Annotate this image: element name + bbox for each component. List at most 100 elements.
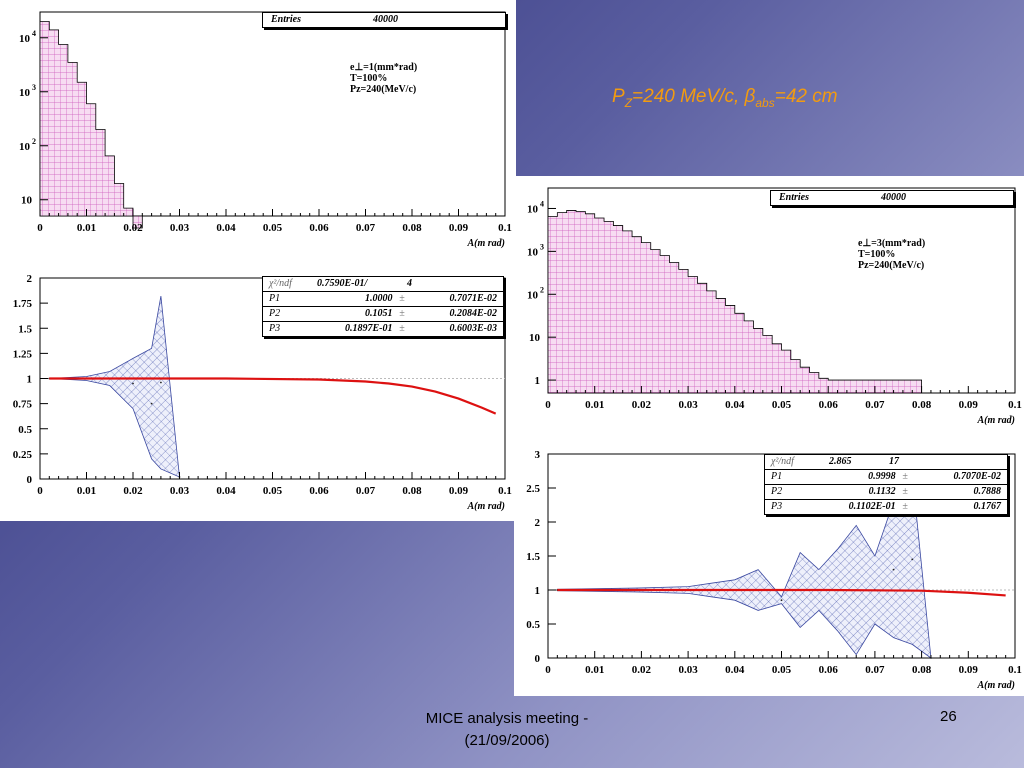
- param-value: 0.1051: [365, 308, 393, 319]
- param-error: 0.2084E-02: [449, 308, 498, 319]
- x-axis-label: A(m rad): [977, 680, 1016, 691]
- y-tick-label: 1.5: [18, 323, 32, 335]
- param-value: 0.1132: [868, 486, 896, 497]
- y-tick-label: 0: [535, 653, 541, 665]
- stat-row: P3 0.1897E-01 ±0.6003E-03: [263, 322, 503, 336]
- y-tick-label: 0.25: [13, 449, 33, 461]
- x-tick-label: 0.1: [1008, 664, 1022, 676]
- chi2-label: χ²/ndf: [269, 278, 292, 289]
- param-value: 1.0000: [365, 293, 393, 304]
- x-tick-label: 0.05: [772, 399, 792, 411]
- ndf-value: 17: [889, 456, 899, 467]
- y-tick-label: 10 4: [527, 199, 544, 215]
- stat-row: P2 0.1051 ±0.2084E-02: [263, 307, 503, 322]
- y-tick-label: 1: [27, 374, 33, 386]
- data-point: [780, 599, 783, 602]
- x-tick-label: 0: [37, 485, 43, 497]
- histogram-bars: [39, 21, 505, 229]
- y-tick-label: 2: [27, 273, 33, 285]
- param-name: P1: [771, 471, 783, 482]
- param-value: 0.1102E-01: [848, 501, 896, 512]
- x-tick-label: 0.05: [772, 664, 792, 676]
- x-tick-label: 0.1: [498, 222, 512, 234]
- x-tick-label: 0.02: [123, 222, 143, 234]
- chi2-row: χ²/ndf 2.865 17: [765, 455, 1007, 470]
- x-tick-label: 0.04: [725, 399, 745, 411]
- fit-curve: [49, 377, 497, 415]
- y-tick-label: 10 3: [19, 83, 36, 99]
- x-tick-label: 0.03: [170, 222, 190, 234]
- x-tick-label: 0.09: [449, 222, 469, 234]
- x-tick-label: 0: [545, 399, 551, 411]
- x-tick-label: 0.03: [170, 485, 190, 497]
- stat-row: P2 0.1132 ±0.7888: [765, 485, 1007, 500]
- param-name: P2: [771, 486, 783, 497]
- x-tick-label: 0: [545, 664, 551, 676]
- chi2-label: χ²/ndf: [771, 456, 794, 467]
- title-beta-subscript: abs: [755, 95, 775, 110]
- param-error: 0.7071E-02: [449, 293, 498, 304]
- stat-row: P1 0.9998 ±0.7070E-02: [765, 470, 1007, 485]
- x-tick-label: 0.08: [912, 399, 932, 411]
- x-axis-label: A(m rad): [467, 238, 506, 249]
- stat-row: P3 0.1102E-01 ±0.1767: [765, 500, 1007, 514]
- x-tick-label: 0.02: [123, 485, 143, 497]
- param-momentum: Pᴢ=240(MeV/c): [858, 260, 925, 271]
- title-main: =240 MeV/c,: [632, 86, 745, 107]
- histogram-bars: [547, 210, 1015, 394]
- y-tick-label: 10 2: [527, 285, 544, 301]
- params-box: e⊥=1(mm*rad) T=100% Pᴢ=240(MeV/c): [350, 62, 417, 95]
- y-tick-label: 3: [535, 449, 541, 461]
- entries-label: Entries: [271, 14, 302, 25]
- footer-meeting: MICE analysis meeting - (21/09/2006): [372, 708, 642, 752]
- ndf-value: 4: [407, 278, 412, 289]
- x-tick-label: 0.09: [959, 399, 979, 411]
- stat-row: P1 1.0000 ±0.7071E-02: [263, 292, 503, 307]
- entries-box: Entries 40000: [770, 190, 1014, 206]
- y-tick-label: 2: [535, 517, 541, 529]
- x-tick-label: 0.08: [402, 485, 422, 497]
- param-error: 0.7070E-02: [953, 471, 1002, 482]
- x-tick-label: 0.01: [77, 485, 96, 497]
- x-tick-label: 0.01: [585, 399, 604, 411]
- x-tick-label: 0.04: [725, 664, 745, 676]
- param-transmission: T=100%: [350, 73, 388, 84]
- y-tick-label: 1.25: [13, 348, 33, 360]
- x-tick-label: 0.04: [216, 222, 236, 234]
- x-tick-label: 0.02: [632, 664, 652, 676]
- x-tick-label: 0.09: [959, 664, 979, 676]
- y-tick-label: 10 2: [19, 137, 36, 153]
- y-tick-label: 10 4: [19, 29, 36, 45]
- slide-title: PZ=240 MeV/c, βabs=42 cm: [612, 86, 838, 110]
- entries-value: 40000: [881, 192, 906, 203]
- chi2-value: 0.7590E-01/: [317, 278, 368, 289]
- fit-curve: [557, 588, 1006, 597]
- param-name: P3: [269, 323, 281, 334]
- right-plot-panel: 0 0.01 0.02 0.03 0.04 0.05 0.06 0.07 0.08 0.09 0.1…: [514, 176, 1024, 696]
- y-tick-label: 1.5: [526, 551, 540, 563]
- x-tick-label: 0.03: [678, 664, 698, 676]
- entries-box: Entries 40000: [262, 12, 506, 28]
- x-tick-label: 0.06: [309, 222, 329, 234]
- x-tick-label: 0.07: [356, 485, 376, 497]
- y-tick-label: 0.5: [18, 424, 32, 436]
- param-emittance: e⊥=3(mm*rad): [858, 238, 926, 249]
- param-value: 0.9998: [868, 471, 896, 482]
- data-point: [892, 568, 895, 571]
- y-tick-label: 2.5: [526, 483, 540, 495]
- x-tick-label: 0.05: [263, 222, 283, 234]
- x-axis-label: A(m rad): [977, 415, 1016, 426]
- y-tick-label: 0.75: [13, 399, 33, 411]
- plus-minus: ±: [902, 501, 908, 512]
- plus-minus: ±: [399, 323, 405, 334]
- error-band: [49, 296, 180, 478]
- plus-minus: ±: [902, 471, 908, 482]
- y-tick-label: 10: [529, 332, 541, 344]
- y-tick-label: 1: [535, 585, 541, 597]
- x-tick-label: 0.04: [216, 485, 236, 497]
- x-tick-label: 0.07: [356, 222, 376, 234]
- param-momentum: Pᴢ=240(MeV/c): [350, 84, 417, 95]
- y-tick-label: 1: [535, 375, 541, 387]
- chi2-row: χ²/ndf 0.7590E-01/ 4: [263, 277, 503, 292]
- param-name: P3: [771, 501, 783, 512]
